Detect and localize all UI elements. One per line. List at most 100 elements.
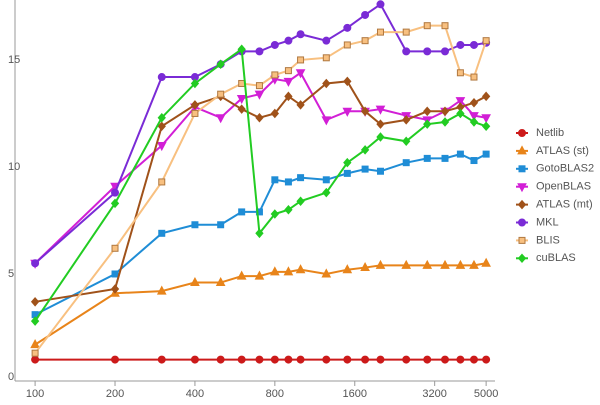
data-point: [296, 196, 305, 206]
data-point: [441, 154, 449, 162]
data-point: [361, 165, 369, 173]
data-point: [237, 104, 246, 114]
data-point: [297, 56, 305, 64]
data-point: [237, 355, 246, 364]
data-point: [236, 270, 247, 280]
data-point: [470, 157, 478, 165]
data-point: [283, 266, 294, 276]
data-point: [270, 108, 280, 119]
data-point: [469, 259, 479, 269]
data-point: [469, 117, 479, 127]
data-point: [322, 78, 331, 89]
data-point: [216, 355, 225, 364]
legend-marker: [518, 165, 526, 173]
data-point: [423, 47, 432, 56]
data-point: [456, 40, 465, 49]
legend-label: Netlib: [536, 127, 564, 139]
data-point: [30, 297, 40, 307]
data-point: [376, 132, 385, 142]
data-point: [254, 270, 265, 280]
data-point: [455, 259, 466, 269]
data-point: [343, 169, 351, 177]
data-point: [401, 259, 412, 269]
y-tick-label: 5: [8, 268, 14, 280]
data-point: [402, 136, 411, 147]
data-point: [322, 176, 330, 184]
legend-marker: [517, 183, 527, 193]
data-point: [376, 355, 385, 364]
legend-marker: [517, 199, 527, 210]
data-point: [30, 339, 40, 349]
data-point: [422, 259, 433, 269]
data-point: [376, 119, 385, 129]
data-point: [110, 284, 120, 294]
data-point: [255, 112, 264, 123]
data-point: [157, 121, 166, 132]
data-point: [342, 264, 353, 274]
data-point: [191, 109, 199, 117]
legend-label: GotoBLAS2: [536, 163, 594, 175]
data-point: [190, 276, 200, 287]
data-point: [271, 176, 279, 184]
data-point: [158, 178, 166, 186]
data-point: [375, 105, 386, 115]
data-point: [284, 178, 292, 186]
data-point: [482, 355, 491, 364]
data-point: [30, 316, 40, 326]
data-point: [361, 355, 370, 364]
data-point: [441, 355, 450, 364]
data-point: [190, 100, 200, 110]
data-point: [440, 106, 450, 117]
data-point: [402, 115, 411, 125]
data-point: [481, 114, 491, 124]
legend-marker: [518, 218, 526, 227]
data-point: [296, 100, 305, 110]
data-point: [343, 41, 351, 49]
legend-marker: [518, 236, 526, 244]
y-tick-label: 0: [8, 371, 14, 383]
data-point: [343, 23, 352, 32]
data-point: [343, 76, 352, 87]
data-point: [423, 22, 431, 30]
data-point: [376, 167, 384, 175]
data-point: [158, 229, 166, 237]
data-point: [441, 47, 450, 56]
data-point: [423, 119, 432, 129]
x-tick-label: 3200: [422, 388, 446, 400]
x-tick-label: 800: [266, 388, 284, 400]
data-point: [31, 259, 40, 268]
legend-label: MKL: [536, 216, 559, 228]
data-point: [284, 91, 293, 102]
data-point: [376, 0, 385, 9]
data-point: [469, 40, 478, 49]
series-line: [34, 71, 487, 264]
data-point: [402, 355, 411, 364]
data-point: [111, 244, 119, 252]
data-point: [255, 47, 264, 56]
data-point: [321, 268, 332, 278]
data-point: [456, 108, 465, 119]
data-point: [255, 82, 263, 90]
data-point: [423, 355, 432, 364]
data-point: [270, 40, 279, 49]
data-point: [111, 188, 120, 197]
data-point: [469, 355, 478, 364]
data-point: [481, 91, 491, 102]
data-point: [156, 285, 167, 295]
data-point: [402, 47, 411, 56]
data-point: [481, 121, 491, 132]
data-point: [110, 198, 120, 209]
data-point: [157, 73, 166, 82]
data-point: [469, 112, 479, 122]
data-point: [236, 94, 247, 105]
data-point: [322, 36, 331, 45]
data-point: [295, 264, 306, 274]
data-point: [111, 270, 119, 278]
data-point: [296, 355, 305, 364]
data-point: [440, 117, 450, 127]
data-point: [217, 90, 225, 98]
data-point: [321, 116, 332, 126]
legend-label: ATLAS (st): [536, 145, 589, 157]
data-point: [31, 349, 39, 357]
data-point: [111, 355, 120, 364]
